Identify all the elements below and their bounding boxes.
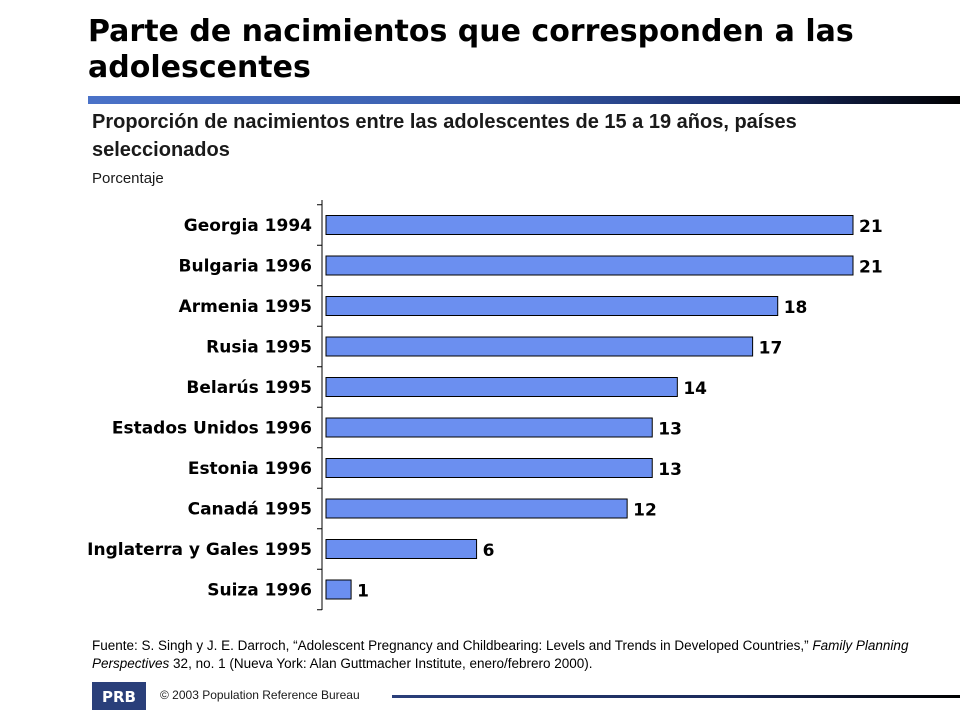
bar xyxy=(325,458,653,478)
data-label: 14 xyxy=(683,379,707,399)
data-label: 21 xyxy=(859,217,883,237)
source-note: Fuente: S. Singh y J. E. Darroch, “Adole… xyxy=(92,637,922,673)
category-label: Armenia 1995 xyxy=(179,297,312,317)
category-label: Canadá 1995 xyxy=(188,500,312,520)
data-label: 13 xyxy=(658,460,682,480)
data-label: 13 xyxy=(658,420,682,440)
data-label: 12 xyxy=(633,501,657,521)
copyright: © 2003 Population Reference Bureau xyxy=(160,688,360,702)
bar xyxy=(325,498,628,519)
category-label: Inglaterra y Gales 1995 xyxy=(87,540,312,560)
unit-label: Porcentaje xyxy=(92,170,164,187)
bar xyxy=(325,377,678,397)
category-label: Georgia 1994 xyxy=(184,216,312,236)
data-label: 1 xyxy=(357,582,369,602)
footer-rule xyxy=(392,695,960,698)
category-label: Rusia 1995 xyxy=(206,338,312,358)
title-rule xyxy=(88,96,960,104)
source-prefix: Fuente: S. Singh y J. E. Darroch, “Adole… xyxy=(92,638,813,653)
category-label: Suiza 1996 xyxy=(207,581,312,601)
bar xyxy=(325,296,779,316)
data-label: 17 xyxy=(759,339,783,359)
data-label: 6 xyxy=(483,541,495,561)
bar xyxy=(325,215,854,235)
category-label: Belarús 1995 xyxy=(186,378,312,398)
category-label: Estonia 1996 xyxy=(188,459,312,479)
chart-subtitle: Proporción de nacimientos entre las adol… xyxy=(92,111,797,161)
source-journal: Family Planning Perspectives xyxy=(92,638,909,671)
bar xyxy=(325,336,754,357)
bar xyxy=(325,417,653,438)
category-label: Bulgaria 1996 xyxy=(179,257,312,277)
bar xyxy=(325,255,854,276)
bar xyxy=(325,539,478,559)
bar-chart: Georgia 1994 21 Bulgaria 1996 21 Armenia 199… xyxy=(87,200,883,611)
data-label: 18 xyxy=(784,298,808,318)
prb-logo: PRB xyxy=(92,682,146,710)
bar xyxy=(325,579,352,600)
data-label: 21 xyxy=(859,258,883,278)
source-suffix: 32, no. 1 (Nueva York: Alan Guttmacher I… xyxy=(169,656,593,671)
category-label: Estados Unidos 1996 xyxy=(112,419,312,439)
prb-logo-text: PRB xyxy=(102,688,136,706)
slide-title: Parte de nacimientos que corresponden a … xyxy=(88,14,854,85)
